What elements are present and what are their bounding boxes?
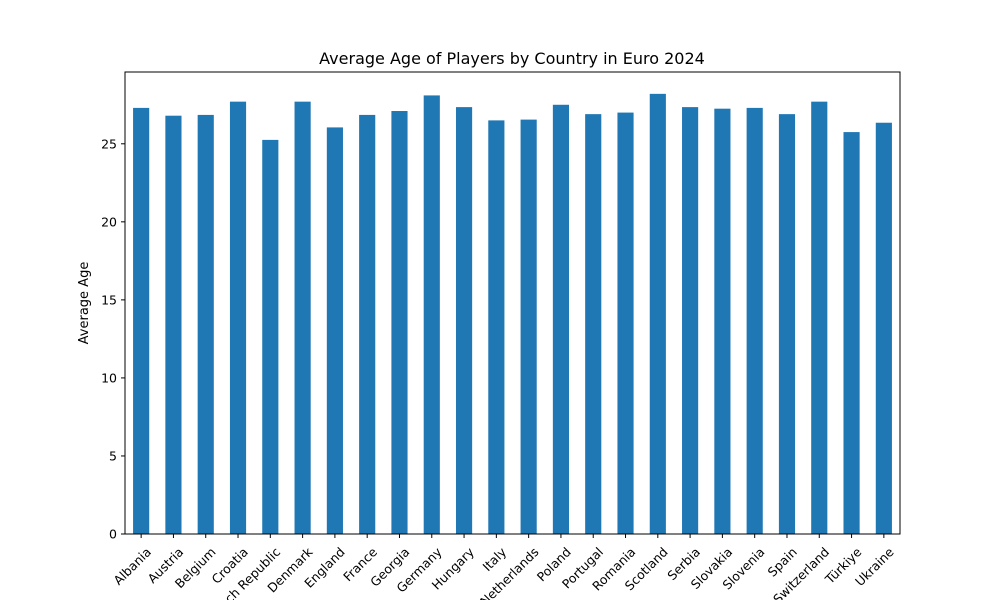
y-tick-label: 10 — [101, 370, 117, 385]
bar-hungary — [455, 107, 473, 535]
y-tick-label: 0 — [109, 527, 117, 542]
bar-slovakia — [714, 108, 731, 535]
bar-t-rkiye — [843, 132, 860, 534]
bar-switzerland — [811, 101, 828, 535]
bar-georgia — [391, 111, 408, 535]
bar-albania — [133, 107, 150, 534]
y-tick-label: 25 — [101, 136, 117, 151]
bar-croatia — [229, 101, 247, 535]
bar-portugal — [585, 114, 602, 534]
y-tick-label: 5 — [109, 448, 117, 463]
bar-spain — [778, 114, 796, 534]
bar-scotland — [649, 93, 666, 534]
bar-poland — [552, 104, 570, 534]
x-tick-label: Netherlands — [477, 544, 541, 600]
bar-romania — [617, 112, 634, 534]
y-tick-label: 15 — [101, 292, 117, 307]
plot-frame — [124, 71, 901, 535]
bar-ukraine — [875, 122, 892, 534]
y-axis: 0 5 10 15 20 25 — [101, 136, 125, 542]
bar-austria — [165, 115, 182, 535]
x-tick-label: Albania — [110, 544, 154, 588]
bar-germany — [423, 95, 440, 534]
bar-slovenia — [746, 107, 763, 534]
chart-title: Average Age of Players by Country in Eur… — [319, 49, 705, 68]
bar-czech-republic — [262, 139, 279, 534]
y-tick-label: 20 — [101, 214, 117, 229]
bar-netherlands — [520, 119, 537, 534]
bar-england — [326, 127, 343, 534]
y-axis-title: Average Age — [77, 262, 92, 345]
bar-france — [359, 114, 376, 534]
bar-serbia — [682, 107, 699, 535]
bars-group — [133, 93, 892, 535]
bar-italy — [488, 120, 505, 534]
bar-denmark — [294, 101, 311, 535]
bar-belgium — [197, 114, 214, 534]
